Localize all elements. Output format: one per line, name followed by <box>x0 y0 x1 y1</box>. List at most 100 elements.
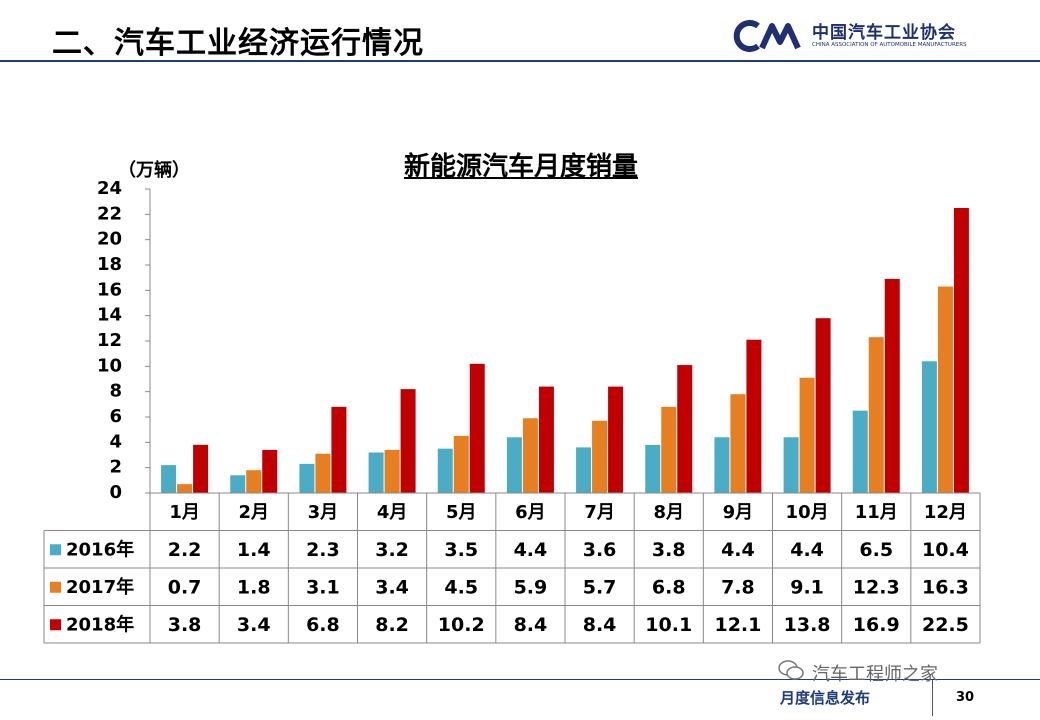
bar-3-3 <box>331 406 347 493</box>
bar-1-3 <box>299 463 315 493</box>
bar-2-5 <box>453 436 469 493</box>
y-tick-label: 8 <box>109 381 122 402</box>
bar-1-11 <box>852 410 868 493</box>
chart-title: 新能源汽车月度销量 <box>403 152 638 182</box>
association-logo: 中国汽车工业协会 CHINA ASSOCIATION OF AUTOMOBILE… <box>732 18 1002 54</box>
category-label: 7月 <box>584 502 615 523</box>
bar-2-9 <box>730 394 746 493</box>
y-axis-unit-label: （万辆） <box>118 160 190 181</box>
bar-1-5 <box>437 448 453 493</box>
data-cell: 3.4 <box>375 576 409 598</box>
bar-1-9 <box>714 437 730 493</box>
data-cell: 10.2 <box>438 614 485 636</box>
watermark-text: 汽车工程师之家 <box>812 664 938 685</box>
bar-2-4 <box>384 449 400 493</box>
cam-logo-icon <box>733 20 801 52</box>
data-cell: 13.8 <box>784 614 831 636</box>
bar-2-8 <box>661 406 677 493</box>
data-cell: 1.4 <box>237 539 271 561</box>
category-label: 12月 <box>924 502 967 523</box>
bar-3-11 <box>884 278 900 493</box>
data-cell: 10.1 <box>645 614 692 636</box>
data-cell: 3.8 <box>168 614 202 636</box>
logo-name-en: CHINA ASSOCIATION OF AUTOMOBILE MANUFACT… <box>812 42 967 48</box>
bar-1-6 <box>506 437 522 493</box>
data-cell: 6.5 <box>859 539 893 561</box>
data-cell: 8.4 <box>583 614 617 636</box>
bar-3-4 <box>400 389 416 493</box>
bar-2-10 <box>799 377 815 493</box>
y-tick-label: 0 <box>109 482 122 503</box>
y-tick-label: 4 <box>109 431 122 452</box>
legend-swatch-3 <box>50 619 61 631</box>
y-tick-label: 10 <box>97 355 122 376</box>
wechat-icon <box>778 660 804 680</box>
data-cell: 2.2 <box>168 539 202 561</box>
y-tick-label: 12 <box>97 330 122 351</box>
bar-1-1 <box>161 465 177 493</box>
bar-1-2 <box>230 475 246 493</box>
bar-2-1 <box>177 484 193 493</box>
data-cell: 10.4 <box>922 539 969 561</box>
data-cell: 22.5 <box>922 614 969 636</box>
bar-3-7 <box>608 386 624 493</box>
bar-1-10 <box>783 437 799 493</box>
y-tick-label: 18 <box>97 254 122 275</box>
y-tick-label: 22 <box>97 203 122 224</box>
data-cell: 3.1 <box>306 576 340 598</box>
bar-3-9 <box>746 339 762 493</box>
category-label: 2月 <box>238 502 269 523</box>
data-cell: 3.2 <box>375 539 409 561</box>
category-label: 8月 <box>653 502 684 523</box>
legend-label-2: 2017年 <box>66 576 134 598</box>
y-tick-label: 16 <box>97 279 122 300</box>
footer-divider <box>0 679 1040 680</box>
data-cell: 6.8 <box>652 576 686 598</box>
category-label: 9月 <box>723 502 754 523</box>
bar-1-12 <box>921 361 937 493</box>
bar-2-11 <box>868 337 884 493</box>
bar-3-8 <box>677 365 693 493</box>
bar-1-7 <box>576 447 592 493</box>
data-cell: 1.8 <box>237 576 271 598</box>
data-cell: 12.1 <box>714 614 761 636</box>
data-cell: 4.4 <box>514 539 548 561</box>
bar-1-8 <box>645 444 661 493</box>
category-label: 6月 <box>515 502 546 523</box>
category-label: 10月 <box>786 502 829 523</box>
bar-2-12 <box>937 286 953 493</box>
data-cell: 9.1 <box>790 576 824 598</box>
data-cell: 5.7 <box>583 576 617 598</box>
data-cell: 2.3 <box>306 539 340 561</box>
category-label: 1月 <box>169 502 200 523</box>
bar-1-4 <box>368 452 384 493</box>
bar-3-5 <box>469 363 485 493</box>
page-number: 30 <box>956 690 975 705</box>
bar-3-2 <box>262 449 278 493</box>
data-cell: 4.4 <box>790 539 824 561</box>
legend-swatch-1 <box>50 544 61 556</box>
data-cell: 16.9 <box>853 614 900 636</box>
data-cell: 3.4 <box>237 614 271 636</box>
bar-2-3 <box>315 453 331 493</box>
bar-3-10 <box>815 318 831 493</box>
bar-3-1 <box>193 444 209 493</box>
bar-2-6 <box>522 418 538 493</box>
y-tick-label: 2 <box>109 457 122 478</box>
data-cell: 4.4 <box>721 539 755 561</box>
y-tick-label: 6 <box>109 406 122 427</box>
bar-2-2 <box>246 470 262 493</box>
data-cell: 0.7 <box>168 576 202 598</box>
legend-swatch-2 <box>50 581 61 593</box>
y-tick-label: 20 <box>97 229 122 250</box>
data-cell: 16.3 <box>922 576 969 598</box>
data-cell: 8.2 <box>375 614 409 636</box>
data-cell: 3.5 <box>444 539 478 561</box>
category-label: 3月 <box>308 502 339 523</box>
legend-label-1: 2016年 <box>66 538 134 560</box>
logo-name-cn: 中国汽车工业协会 <box>812 23 956 43</box>
watermark: 汽车工程师之家 <box>778 660 938 686</box>
y-tick-label: 14 <box>97 305 122 326</box>
data-cell: 6.8 <box>306 614 340 636</box>
